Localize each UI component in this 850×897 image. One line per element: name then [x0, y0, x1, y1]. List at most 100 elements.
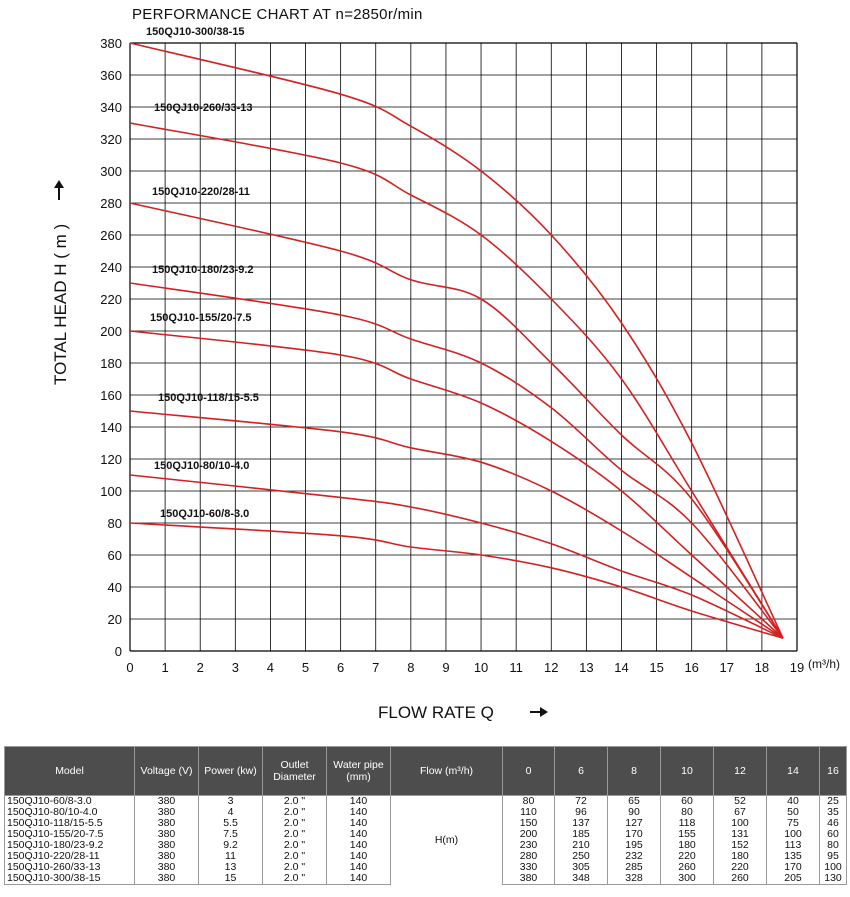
series-line — [129, 522, 784, 639]
table-cell: 380 — [134, 873, 199, 885]
y-tick-label: 140 — [100, 420, 122, 435]
table-row: 150QJ10-155/20-7.5 380 7.5 2.0 " 140 200 185 17… — [4, 829, 847, 840]
table-header-cell: 14 — [766, 746, 820, 796]
x-tick-label: 10 — [474, 660, 488, 675]
table-cell: 150QJ10-300/38-15 — [4, 873, 135, 885]
x-tick-label: 17 — [720, 660, 734, 675]
table-header-cell: 10 — [660, 746, 714, 796]
y-tick-label: 360 — [100, 68, 122, 83]
x-tick-label: 5 — [302, 660, 309, 675]
table-header-cell: Model — [4, 746, 135, 796]
x-tick-label: 6 — [337, 660, 344, 675]
table-cell: 2.0 " — [262, 873, 327, 885]
table-body: 150QJ10-60/8-3.0 380 3 2.0 " 140 H(m) 80 72 65 60… — [4, 795, 847, 885]
x-tick-label: 12 — [544, 660, 558, 675]
table-row: 150QJ10-118/15-5.5 380 5.5 2.0 " 140 150 137 12… — [4, 818, 847, 829]
series-line — [129, 330, 784, 639]
chart-series-labels: 150QJ10-60/8-3.0 150QJ10-80/10-4.0 150QJ10… — [146, 26, 259, 520]
y-tick-label: 80 — [108, 516, 122, 531]
series-line — [129, 410, 784, 639]
chart-title: PERFORMANCE CHART AT n=2850r/min — [132, 6, 423, 23]
table-cell: 130 — [819, 873, 847, 885]
y-tick-label: 180 — [100, 356, 122, 371]
table-header-cell: 8 — [607, 746, 661, 796]
series-line — [129, 122, 784, 639]
chart-grid — [129, 42, 798, 652]
x-tick-label: 14 — [614, 660, 628, 675]
table-cell: 25 — [819, 795, 847, 807]
table-cell: 46 — [819, 818, 847, 829]
table-header-row: Model Voltage (V) Power (kw) Outlet Diamete… — [4, 746, 847, 796]
y-tick-label: 240 — [100, 260, 122, 275]
table-cell: H(m) — [390, 795, 503, 885]
table-header-cell: Outlet Diameter — [262, 746, 327, 796]
table-cell: 140 — [326, 807, 391, 818]
y-tick-label: 200 — [100, 324, 122, 339]
y-tick-label: 40 — [108, 580, 122, 595]
y-tick-label: 100 — [100, 484, 122, 499]
table-cell: 380 — [502, 873, 555, 885]
series-label: 150QJ10-60/8-3.0 — [160, 508, 249, 520]
x-tick-label: 13 — [579, 660, 593, 675]
table-header-cell: 12 — [713, 746, 767, 796]
x-tick-label: 7 — [372, 660, 379, 675]
x-tick-label: 19 — [790, 660, 804, 675]
y-tick-label: 60 — [108, 548, 122, 563]
table-header-cell: 6 — [554, 746, 608, 796]
series-line — [129, 474, 784, 639]
table-cell: 95 — [819, 851, 847, 862]
x-axis-arrow-icon — [530, 707, 548, 717]
series-line — [129, 202, 784, 639]
y-tick-label: 300 — [100, 164, 122, 179]
table-cell: 60 — [819, 829, 847, 840]
table-cell: 140 — [326, 818, 391, 829]
table-header-cell: 0 — [502, 746, 555, 796]
table-cell: 300 — [660, 873, 714, 885]
y-tick-label: 0 — [115, 644, 122, 659]
y-tick-label: 340 — [100, 100, 122, 115]
table-header-cell: Water pipe (mm) — [326, 746, 391, 796]
table-cell: 348 — [554, 873, 608, 885]
y-tick-label: 220 — [100, 292, 122, 307]
spec-table: Model Voltage (V) Power (kw) Outlet Diamete… — [4, 746, 847, 885]
series-label: 150QJ10-300/38-15 — [146, 26, 244, 38]
series-label: 150QJ10-155/20-7.5 — [150, 312, 252, 324]
table-header-cell: Voltage (V) — [134, 746, 199, 796]
y-axis-label: TOTAL HEAD H ( m ) — [51, 224, 70, 385]
series-label: 150QJ10-220/28-11 — [152, 186, 250, 198]
x-tick-label: 11 — [509, 660, 523, 675]
performance-chart: 0 1 2 3 4 5 6 7 8 9 10 11 12 13 14 15 16 17 18 190204060801… — [51, 26, 840, 722]
table-cell: 140 — [326, 840, 391, 851]
table-row: 150QJ10-300/38-15 380 15 2.0 " 140 380 348 328 3… — [4, 873, 847, 885]
chart-ticks: 0 1 2 3 4 5 6 7 8 9 10 11 12 13 14 15 16 17 18 190204060801… — [100, 36, 804, 675]
table-header-cell: Flow (m³/h) — [390, 746, 503, 796]
table-cell: 140 — [326, 862, 391, 873]
series-line — [129, 42, 784, 639]
table-row: 150QJ10-80/10-4.0 380 4 2.0 " 140 110 96 90 80 67… — [4, 807, 847, 818]
series-label: 150QJ10-260/33-13 — [154, 102, 252, 114]
table-header-cell: Power (kw) — [198, 746, 263, 796]
y-tick-label: 120 — [100, 452, 122, 467]
table-cell: 140 — [326, 829, 391, 840]
table-cell: 80 — [819, 840, 847, 851]
table-cell: 140 — [326, 851, 391, 862]
x-tick-label: 3 — [232, 660, 239, 675]
x-tick-label: 16 — [684, 660, 698, 675]
y-tick-label: 260 — [100, 228, 122, 243]
y-tick-label: 380 — [100, 36, 122, 51]
table-row: 150QJ10-220/28-11 380 11 2.0 " 140 280 250 232 2… — [4, 851, 847, 862]
x-tick-label: 2 — [197, 660, 204, 675]
x-tick-label: 8 — [407, 660, 414, 675]
table-cell: 100 — [819, 862, 847, 873]
y-tick-label: 280 — [100, 196, 122, 211]
table-header-cell: 16 — [819, 746, 847, 796]
x-tick-label: 0 — [126, 660, 133, 675]
x-tick-label: 18 — [755, 660, 769, 675]
chart-series-lines — [129, 42, 784, 639]
table-row: 150QJ10-260/33-13 380 13 2.0 " 140 330 305 285 2… — [4, 862, 847, 873]
series-line — [129, 282, 784, 639]
y-tick-label: 20 — [108, 612, 122, 627]
x-tick-label: 1 — [161, 660, 168, 675]
table-cell: 140 — [326, 873, 391, 885]
y-axis-arrow-icon — [54, 180, 64, 200]
